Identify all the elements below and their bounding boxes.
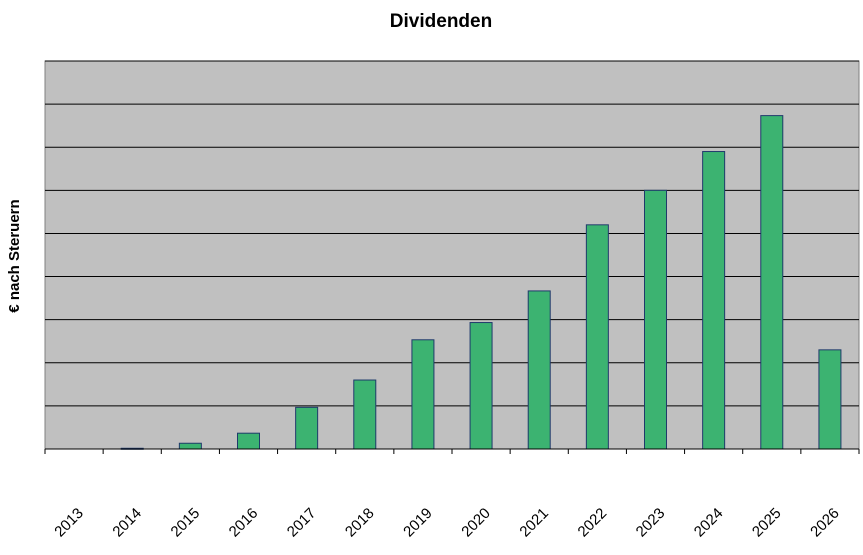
x-tick-label-2017: 2017	[284, 505, 320, 541]
x-tick-label-2013: 2013	[51, 505, 87, 541]
plot-area	[44, 60, 860, 450]
bar-2017	[295, 406, 319, 450]
bar-2019	[411, 339, 435, 450]
x-tick-label-2026: 2026	[807, 505, 843, 541]
x-tick-label-2018: 2018	[342, 505, 378, 541]
x-tick-label-2022: 2022	[575, 505, 611, 541]
x-tick-label-2025: 2025	[749, 505, 785, 541]
x-tick-label-2019: 2019	[400, 505, 436, 541]
bar-2018	[353, 379, 377, 450]
gridlines	[45, 60, 859, 407]
x-axis	[44, 448, 860, 454]
bar-2020	[469, 322, 493, 450]
x-tick-label-2021: 2021	[516, 505, 552, 541]
x-tick-label-2016: 2016	[226, 505, 262, 541]
bar-2022	[585, 224, 609, 450]
bar-2015	[178, 442, 202, 450]
x-tick-label-2014: 2014	[109, 505, 145, 541]
bar-2025	[760, 115, 784, 450]
bar-2023	[644, 189, 667, 450]
bar-2016	[237, 432, 260, 450]
y-axis-label: € nach Steruern	[6, 199, 23, 312]
x-tick-label-2015: 2015	[168, 505, 204, 541]
chart-title: Dividenden	[390, 11, 492, 32]
bar-2024	[702, 151, 726, 450]
bar-2026	[818, 349, 842, 450]
x-tick-labels: 2013 2014 2015 2016 2017 2018 2019 2020 2021 2022…	[51, 505, 842, 541]
bars	[120, 115, 842, 450]
x-tick-label-2020: 2020	[458, 505, 494, 541]
x-tick-label-2023: 2023	[633, 505, 669, 541]
bar-2021	[527, 290, 551, 450]
x-tick-label-2024: 2024	[691, 505, 727, 541]
